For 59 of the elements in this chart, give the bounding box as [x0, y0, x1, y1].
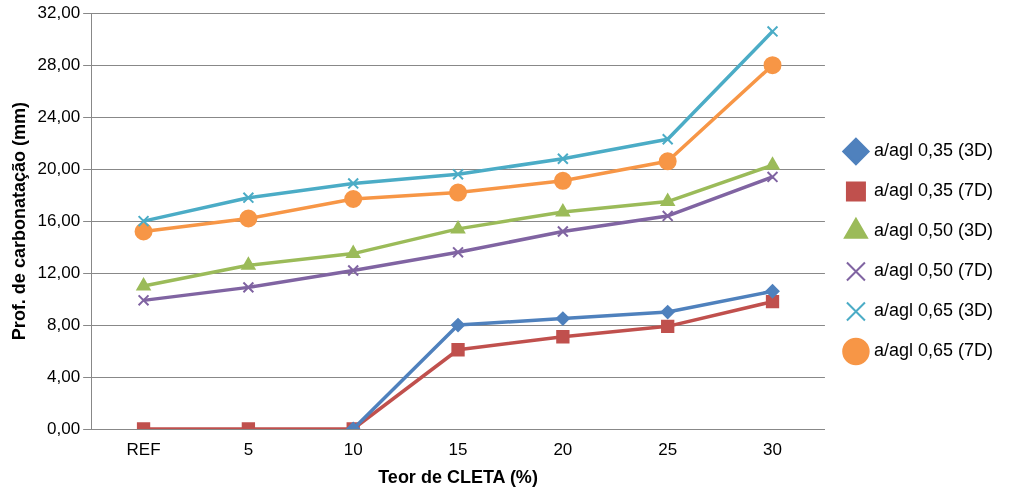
point — [553, 171, 572, 190]
point — [239, 209, 258, 228]
y-tick-label: 12,00 — [37, 262, 81, 282]
point — [766, 170, 779, 183]
point — [347, 177, 360, 190]
point — [556, 152, 569, 165]
point — [346, 245, 361, 259]
legend-label: a/agl 0,50 (7D) — [873, 260, 994, 281]
y-tick-label: 8,00 — [47, 314, 81, 334]
point — [452, 168, 464, 181]
legend-label: a/agl 0,50 (3D) — [873, 220, 994, 241]
point — [660, 305, 675, 320]
point — [451, 318, 466, 333]
x-tick-label: 25 — [658, 439, 678, 459]
point — [241, 257, 256, 270]
x-tick-label: 15 — [448, 439, 468, 459]
point — [556, 330, 570, 344]
legend-label: a/agl 0,35 (3D) — [873, 140, 994, 161]
y-tick-label: 32,00 — [37, 2, 81, 22]
point — [136, 278, 151, 291]
point — [449, 183, 468, 202]
point — [660, 193, 675, 207]
point — [766, 25, 779, 38]
point — [661, 133, 674, 146]
point — [242, 281, 255, 294]
point — [555, 204, 570, 217]
x-tick-label: 20 — [553, 439, 573, 459]
point — [555, 311, 570, 326]
y-tick-label: 4,00 — [47, 366, 81, 386]
point — [242, 191, 255, 204]
point — [661, 319, 675, 334]
x-tick-label: 5 — [243, 439, 254, 459]
point — [452, 246, 464, 259]
x-tick-label: 10 — [343, 439, 363, 459]
point — [763, 56, 782, 75]
point — [658, 152, 677, 171]
y-axis-title: Prof. de carbonatação (mm) — [8, 102, 29, 341]
point — [137, 215, 150, 228]
y-tick-label: 24,00 — [37, 106, 81, 126]
x-tick-label: REF — [126, 439, 161, 459]
point — [765, 157, 780, 170]
legend-label: a/agl 0,65 (3D) — [873, 300, 994, 321]
y-tick-label: 20,00 — [37, 158, 81, 178]
point — [556, 225, 569, 238]
point — [134, 222, 153, 241]
point — [450, 220, 466, 234]
point — [137, 294, 150, 307]
point — [347, 264, 360, 277]
point — [344, 190, 363, 209]
legend-label: a/agl 0,65 (7D) — [873, 340, 994, 361]
x-tick-label: 30 — [763, 439, 782, 459]
point — [661, 209, 674, 222]
point — [451, 343, 465, 357]
point — [765, 284, 780, 299]
y-tick-label: 16,00 — [37, 210, 81, 230]
y-tick-label: 0,00 — [47, 418, 81, 438]
legend-label: a/agl 0,35 (7D) — [873, 180, 994, 201]
x-axis-title: Teor de CLETA (%) — [378, 467, 538, 488]
y-tick-label: 28,00 — [37, 54, 81, 74]
